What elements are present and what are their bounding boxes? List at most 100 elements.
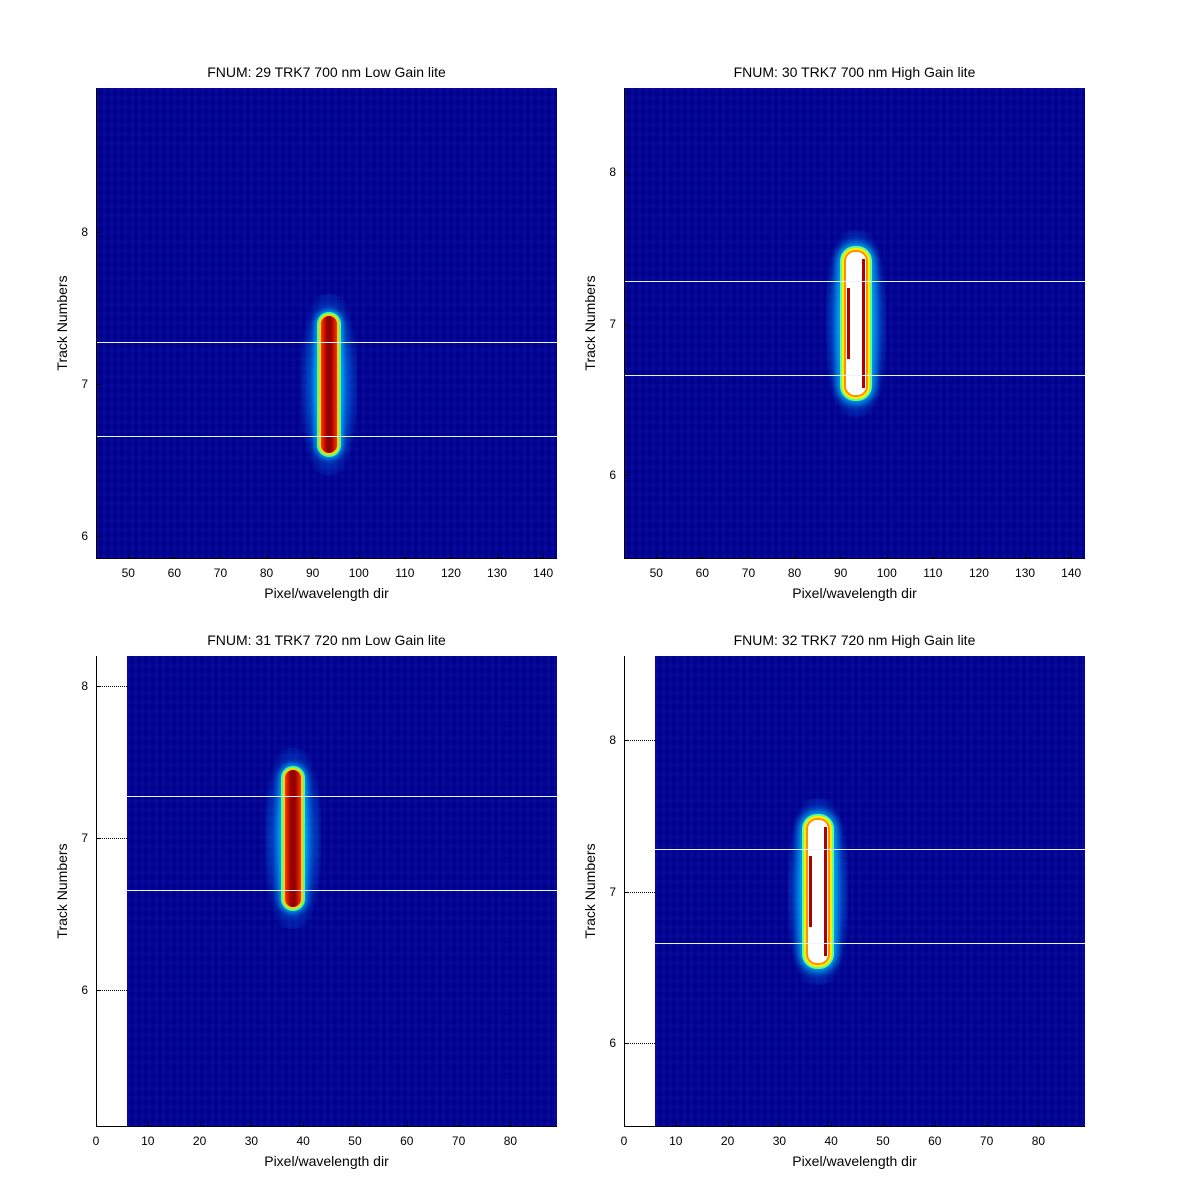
x-tick [354, 1122, 356, 1127]
x-tick [748, 554, 750, 559]
x-tick [147, 1122, 149, 1127]
saturation-mark [861, 259, 865, 388]
y-tick [624, 739, 629, 741]
panel-fnum-30: FNUM: 30 TRK7 700 nm High Gain lite Pixe… [0, 0, 1200, 601]
y-grid-dots [630, 891, 656, 893]
y-axis-label: Track Numbers [54, 842, 70, 939]
y-tick-label: 7 [609, 316, 616, 331]
x-tick-label: 70 [451, 1134, 466, 1148]
saturation-mark [846, 287, 850, 360]
x-tick [404, 554, 406, 559]
y-tick [96, 232, 101, 234]
heatmap-noise [655, 656, 1085, 1127]
x-tick [1071, 554, 1073, 559]
x-tick [497, 554, 499, 559]
x-tick-label: 120 [968, 566, 989, 580]
x-tick-label: 10 [669, 1134, 683, 1148]
y-tick-label: 6 [609, 1036, 616, 1051]
x-tick-label: 130 [1015, 566, 1036, 580]
x-tick [312, 554, 314, 559]
x-tick-label: 100 [876, 566, 897, 580]
track-boundary-line [96, 341, 557, 343]
x-tick [934, 1122, 936, 1127]
x-tick-label: 60 [695, 566, 710, 580]
x-tick [882, 1122, 884, 1127]
x-tick-label: 90 [305, 566, 320, 580]
x-tick-label: 10 [141, 1134, 155, 1148]
panel-title: FNUM: 30 TRK7 700 nm High Gain lite [733, 64, 976, 80]
signal-spot [320, 315, 337, 453]
y-tick [96, 990, 101, 992]
x-tick [1025, 554, 1027, 559]
x-tick [831, 1122, 833, 1127]
x-tick-label: 80 [1031, 1134, 1046, 1148]
y-grid-dots [102, 838, 128, 840]
x-tick [458, 1122, 460, 1127]
x-tick-label: 110 [395, 566, 415, 580]
x-tick-label: 40 [824, 1134, 838, 1148]
x-tick-label: 30 [244, 1134, 259, 1148]
y-tick [96, 384, 101, 386]
y-tick-label: 8 [81, 679, 88, 694]
x-tick-label: 60 [400, 1134, 414, 1148]
y-tick-label: 7 [81, 831, 88, 846]
x-axis-label: Pixel/wavelength dir [264, 585, 389, 601]
x-tick-label: 110 [923, 566, 943, 580]
track-boundary-line [127, 795, 557, 797]
y-tick [624, 891, 629, 893]
x-tick [266, 554, 268, 559]
x-tick [358, 554, 360, 559]
x-tick-label: 30 [772, 1134, 787, 1148]
x-tick [510, 1122, 512, 1127]
x-tick [978, 554, 980, 559]
x-tick-label: 50 [649, 566, 663, 580]
signal-spot [808, 820, 829, 963]
y-grid-dots [102, 686, 128, 688]
signal-spot [284, 769, 301, 907]
y-axis-label: Track Numbers [582, 274, 598, 371]
x-tick [779, 1122, 781, 1127]
x-tick-label: 120 [440, 566, 461, 580]
heatmap-image [127, 656, 557, 1127]
x-tick-label: 50 [876, 1134, 890, 1148]
x-tick [986, 1122, 988, 1127]
panel-fnum-31: FNUM: 31 TRK7 720 nm Low Gain lite Pixel… [0, 0, 1200, 1169]
panel-title: FNUM: 29 TRK7 700 nm Low Gain lite [207, 64, 446, 80]
x-axis-label: Pixel/wavelength dir [792, 1153, 917, 1169]
signal-spot [845, 252, 866, 395]
x-tick-label: 100 [348, 566, 369, 580]
x-tick [199, 1122, 201, 1127]
x-tick-label: 70 [741, 566, 756, 580]
y-tick [624, 475, 629, 477]
y-grid-dots [630, 1043, 656, 1045]
x-tick-label: 90 [833, 566, 848, 580]
x-axis-label: Pixel/wavelength dir [264, 1153, 389, 1169]
saturation-mark [809, 855, 813, 928]
panel-fnum-32: FNUM: 32 TRK7 720 nm High Gain lite Pixe… [0, 0, 1200, 1169]
x-tick [174, 554, 176, 559]
heatmap-image [624, 88, 1085, 559]
x-tick-label: 70 [213, 566, 228, 580]
y-axis-label: Track Numbers [54, 274, 70, 371]
x-tick-label: 40 [296, 1134, 310, 1148]
x-axis-label: Pixel/wavelength dir [792, 585, 917, 601]
y-tick [624, 1043, 629, 1045]
y-tick [96, 686, 101, 688]
y-tick-label: 6 [81, 983, 88, 998]
heatmap-image [655, 656, 1085, 1127]
x-tick [624, 1122, 625, 1127]
y-tick [624, 171, 629, 173]
x-tick-label: 80 [259, 566, 274, 580]
x-tick-label: 0 [620, 1134, 628, 1148]
y-tick [96, 838, 101, 840]
x-tick [96, 1122, 97, 1127]
x-tick-label: 0 [92, 1134, 100, 1148]
panel-title: FNUM: 31 TRK7 720 nm Low Gain lite [207, 632, 446, 648]
x-tick-label: 140 [533, 566, 554, 580]
x-tick [128, 554, 130, 559]
x-tick-label: 130 [487, 566, 508, 580]
x-tick [794, 554, 796, 559]
track-boundary-line [624, 375, 1085, 377]
y-tick-label: 7 [81, 377, 88, 392]
x-tick [656, 554, 658, 559]
